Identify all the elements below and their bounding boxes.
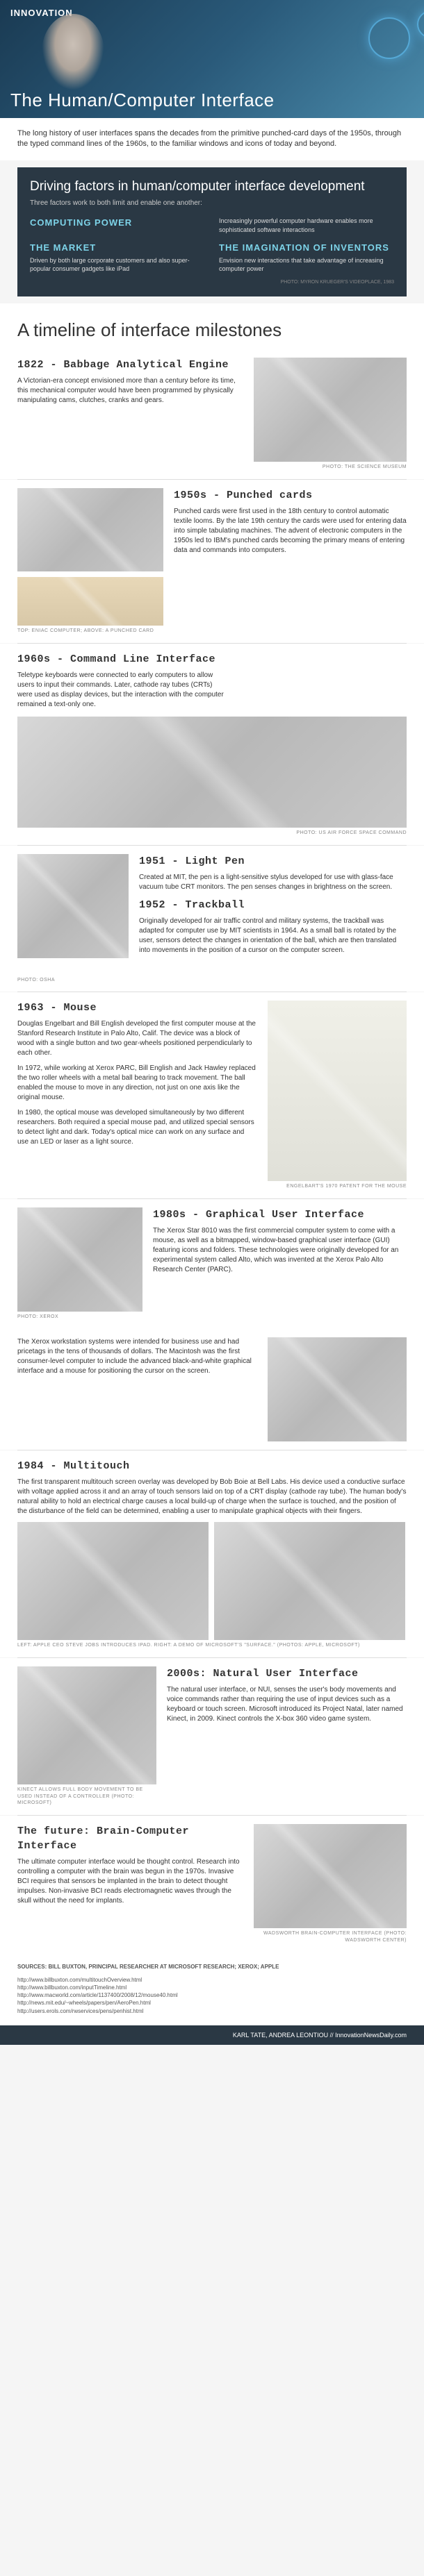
milestone-cli: 1960s - Command Line Interface Teletype … — [0, 644, 424, 845]
driver-imagination: THE IMAGINATION OF INVENTORS Envision ne… — [219, 242, 394, 274]
babbage-photo — [254, 358, 407, 462]
milestone-title: 1984 - Multitouch — [17, 1459, 407, 1473]
milestone-body: A Victorian-era concept envisioned more … — [17, 376, 243, 405]
milestone-body: The ultimate computer interface would be… — [17, 1857, 243, 1906]
milestone-body: Originally developed for air traffic con… — [139, 917, 407, 955]
photo-credit: PHOTO: THE SCIENCE MUSEUM — [254, 464, 407, 471]
driver-computing: COMPUTING POWER — [30, 217, 205, 234]
sources-label: SOURCES: BILL BUXTON, PRINCIPAL RESEARCH… — [17, 1963, 407, 1971]
mouse-p1: Douglas Engelbart and Bill English devel… — [17, 1019, 257, 1058]
driver-head: THE IMAGINATION OF INVENTORS — [219, 242, 394, 254]
milestone-gui-2: The Xerox workstation systems were inten… — [0, 1329, 424, 1450]
hero-banner: INNOVATION The Human/Computer Interface — [0, 0, 424, 118]
source-link: http://www.billbuxton.com/inputTimeline.… — [17, 1984, 407, 1991]
milestone-title: 1822 - Babbage Analytical Engine — [17, 358, 243, 372]
punchcard-photo — [17, 577, 163, 626]
driver-body: Increasingly powerful computer hardware … — [219, 217, 394, 234]
photo-credit: ENGELBART'S 1970 PATENT FOR THE MOUSE — [268, 1183, 407, 1190]
milestone-body: Created at MIT, the pen is a light-sensi… — [139, 873, 407, 892]
milestone-body: The first transparent multitouch screen … — [17, 1478, 407, 1516]
driver-market: THE MARKET Driven by both large corporat… — [30, 242, 205, 274]
xerox-photo — [17, 1207, 142, 1312]
cli-photo — [17, 717, 407, 828]
milestone-multitouch: 1984 - Multitouch The first transparent … — [0, 1450, 424, 1657]
drivers-subtitle: Three factors work to both limit and ena… — [30, 199, 394, 208]
photo-credit: PHOTO: XEROX — [17, 1314, 142, 1321]
sources-block: SOURCES: BILL BUXTON, PRINCIPAL RESEARCH… — [0, 1952, 424, 2025]
photo-credit: KINECT ALLOWS FULL BODY MOVEMENT TO BE U… — [17, 1787, 156, 1807]
lightpen-photo — [17, 854, 129, 958]
drivers-title: Driving factors in human/computer interf… — [30, 178, 394, 196]
milestone-title: 1963 - Mouse — [17, 1001, 257, 1015]
milestone-title: 2000s: Natural User Interface — [167, 1666, 407, 1681]
milestone-body: Punched cards were first used in the 18t… — [174, 507, 407, 555]
drivers-panel: Driving factors in human/computer interf… — [17, 167, 407, 296]
source-link: http://www.macworld.com/article/1137400/… — [17, 1991, 407, 1999]
mouse-p2: In 1972, while working at Xerox PARC, Bi… — [17, 1064, 257, 1103]
driver-computing-text: Increasingly powerful computer hardware … — [219, 217, 394, 234]
ipad-photo — [17, 1522, 209, 1640]
milestone-title: The future: Brain-Computer Interface — [17, 1824, 243, 1853]
milestone-bci: The future: Brain-Computer Interface The… — [0, 1816, 424, 1952]
mouse-patent-photo — [268, 1001, 407, 1181]
driver-body: Envision new interactions that take adva… — [219, 256, 394, 274]
milestone-title: 1960s - Command Line Interface — [17, 652, 407, 667]
milestone-title: 1952 - Trackball — [139, 898, 407, 912]
milestone-nui: KINECT ALLOWS FULL BODY MOVEMENT TO BE U… — [0, 1658, 424, 1815]
drivers-photo-credit: PHOTO: MYRON KRUEGER'S VIDEOPLACE, 1983 — [30, 279, 394, 286]
milestone-lightpen: 1951 - Light Pen Created at MIT, the pen… — [0, 846, 424, 967]
surface-photo — [214, 1522, 405, 1640]
source-link: http://users.erols.com/rwservices/pens/p… — [17, 2007, 407, 2015]
milestone-title: 1980s - Graphical User Interface — [153, 1207, 407, 1222]
driver-head: COMPUTING POWER — [30, 217, 205, 229]
milestone-punched: TOP: ENIAC COMPUTER; ABOVE: A PUNCHED CA… — [0, 480, 424, 643]
photo-credit: TOP: ENIAC COMPUTER; ABOVE: A PUNCHED CA… — [17, 628, 163, 635]
photo-credit: PHOTO: US AIR FORCE SPACE COMMAND — [17, 830, 407, 837]
bci-photo — [254, 1824, 407, 1928]
milestone-gui: PHOTO: XEROX 1980s - Graphical User Inte… — [0, 1199, 424, 1329]
author-credit: KARL TATE, ANDREA LEONTIOU // Innovation… — [0, 2025, 424, 2046]
kinect-photo — [17, 1666, 156, 1784]
intro-text: The long history of user interfaces span… — [0, 118, 424, 160]
milestone-body: The natural user interface, or NUI, sens… — [167, 1685, 407, 1724]
mac-photo — [268, 1337, 407, 1441]
main-title: The Human/Computer Interface — [10, 87, 275, 112]
photo-credit: WADSWORTH BRAIN-COMPUTER INTERFACE (PHOT… — [254, 1930, 407, 1944]
hero-face-graphic — [42, 14, 104, 90]
photo-credit: PHOTO: OSHA — [17, 977, 407, 984]
milestone-title: 1951 - Light Pen — [139, 854, 407, 869]
photo-credit: LEFT: APPLE CEO STEVE JOBS INTRODUCES IP… — [17, 1642, 407, 1649]
eniac-photo — [17, 488, 163, 571]
driver-head: THE MARKET — [30, 242, 205, 254]
source-link: http://www.billbuxton.com/multitouchOver… — [17, 1976, 407, 1984]
milestone-babbage: 1822 - Babbage Analytical Engine A Victo… — [0, 349, 424, 479]
driver-body: Driven by both large corporate customers… — [30, 256, 205, 274]
timeline-header: A timeline of interface milestones — [0, 303, 424, 349]
milestone-body: Teletype keyboards were connected to ear… — [17, 671, 226, 710]
milestone-mouse: 1963 - Mouse Douglas Engelbart and Bill … — [0, 992, 424, 1198]
mouse-p3: In 1980, the optical mouse was developed… — [17, 1108, 257, 1147]
source-link: http://news.mit.edu/~wheels/papers/pen/A… — [17, 1999, 407, 2007]
milestone-title: 1950s - Punched cards — [174, 488, 407, 503]
gui-p1: The Xerox Star 8010 was the first commer… — [153, 1226, 407, 1275]
gui-p2: The Xerox workstation systems were inten… — [17, 1337, 257, 1376]
